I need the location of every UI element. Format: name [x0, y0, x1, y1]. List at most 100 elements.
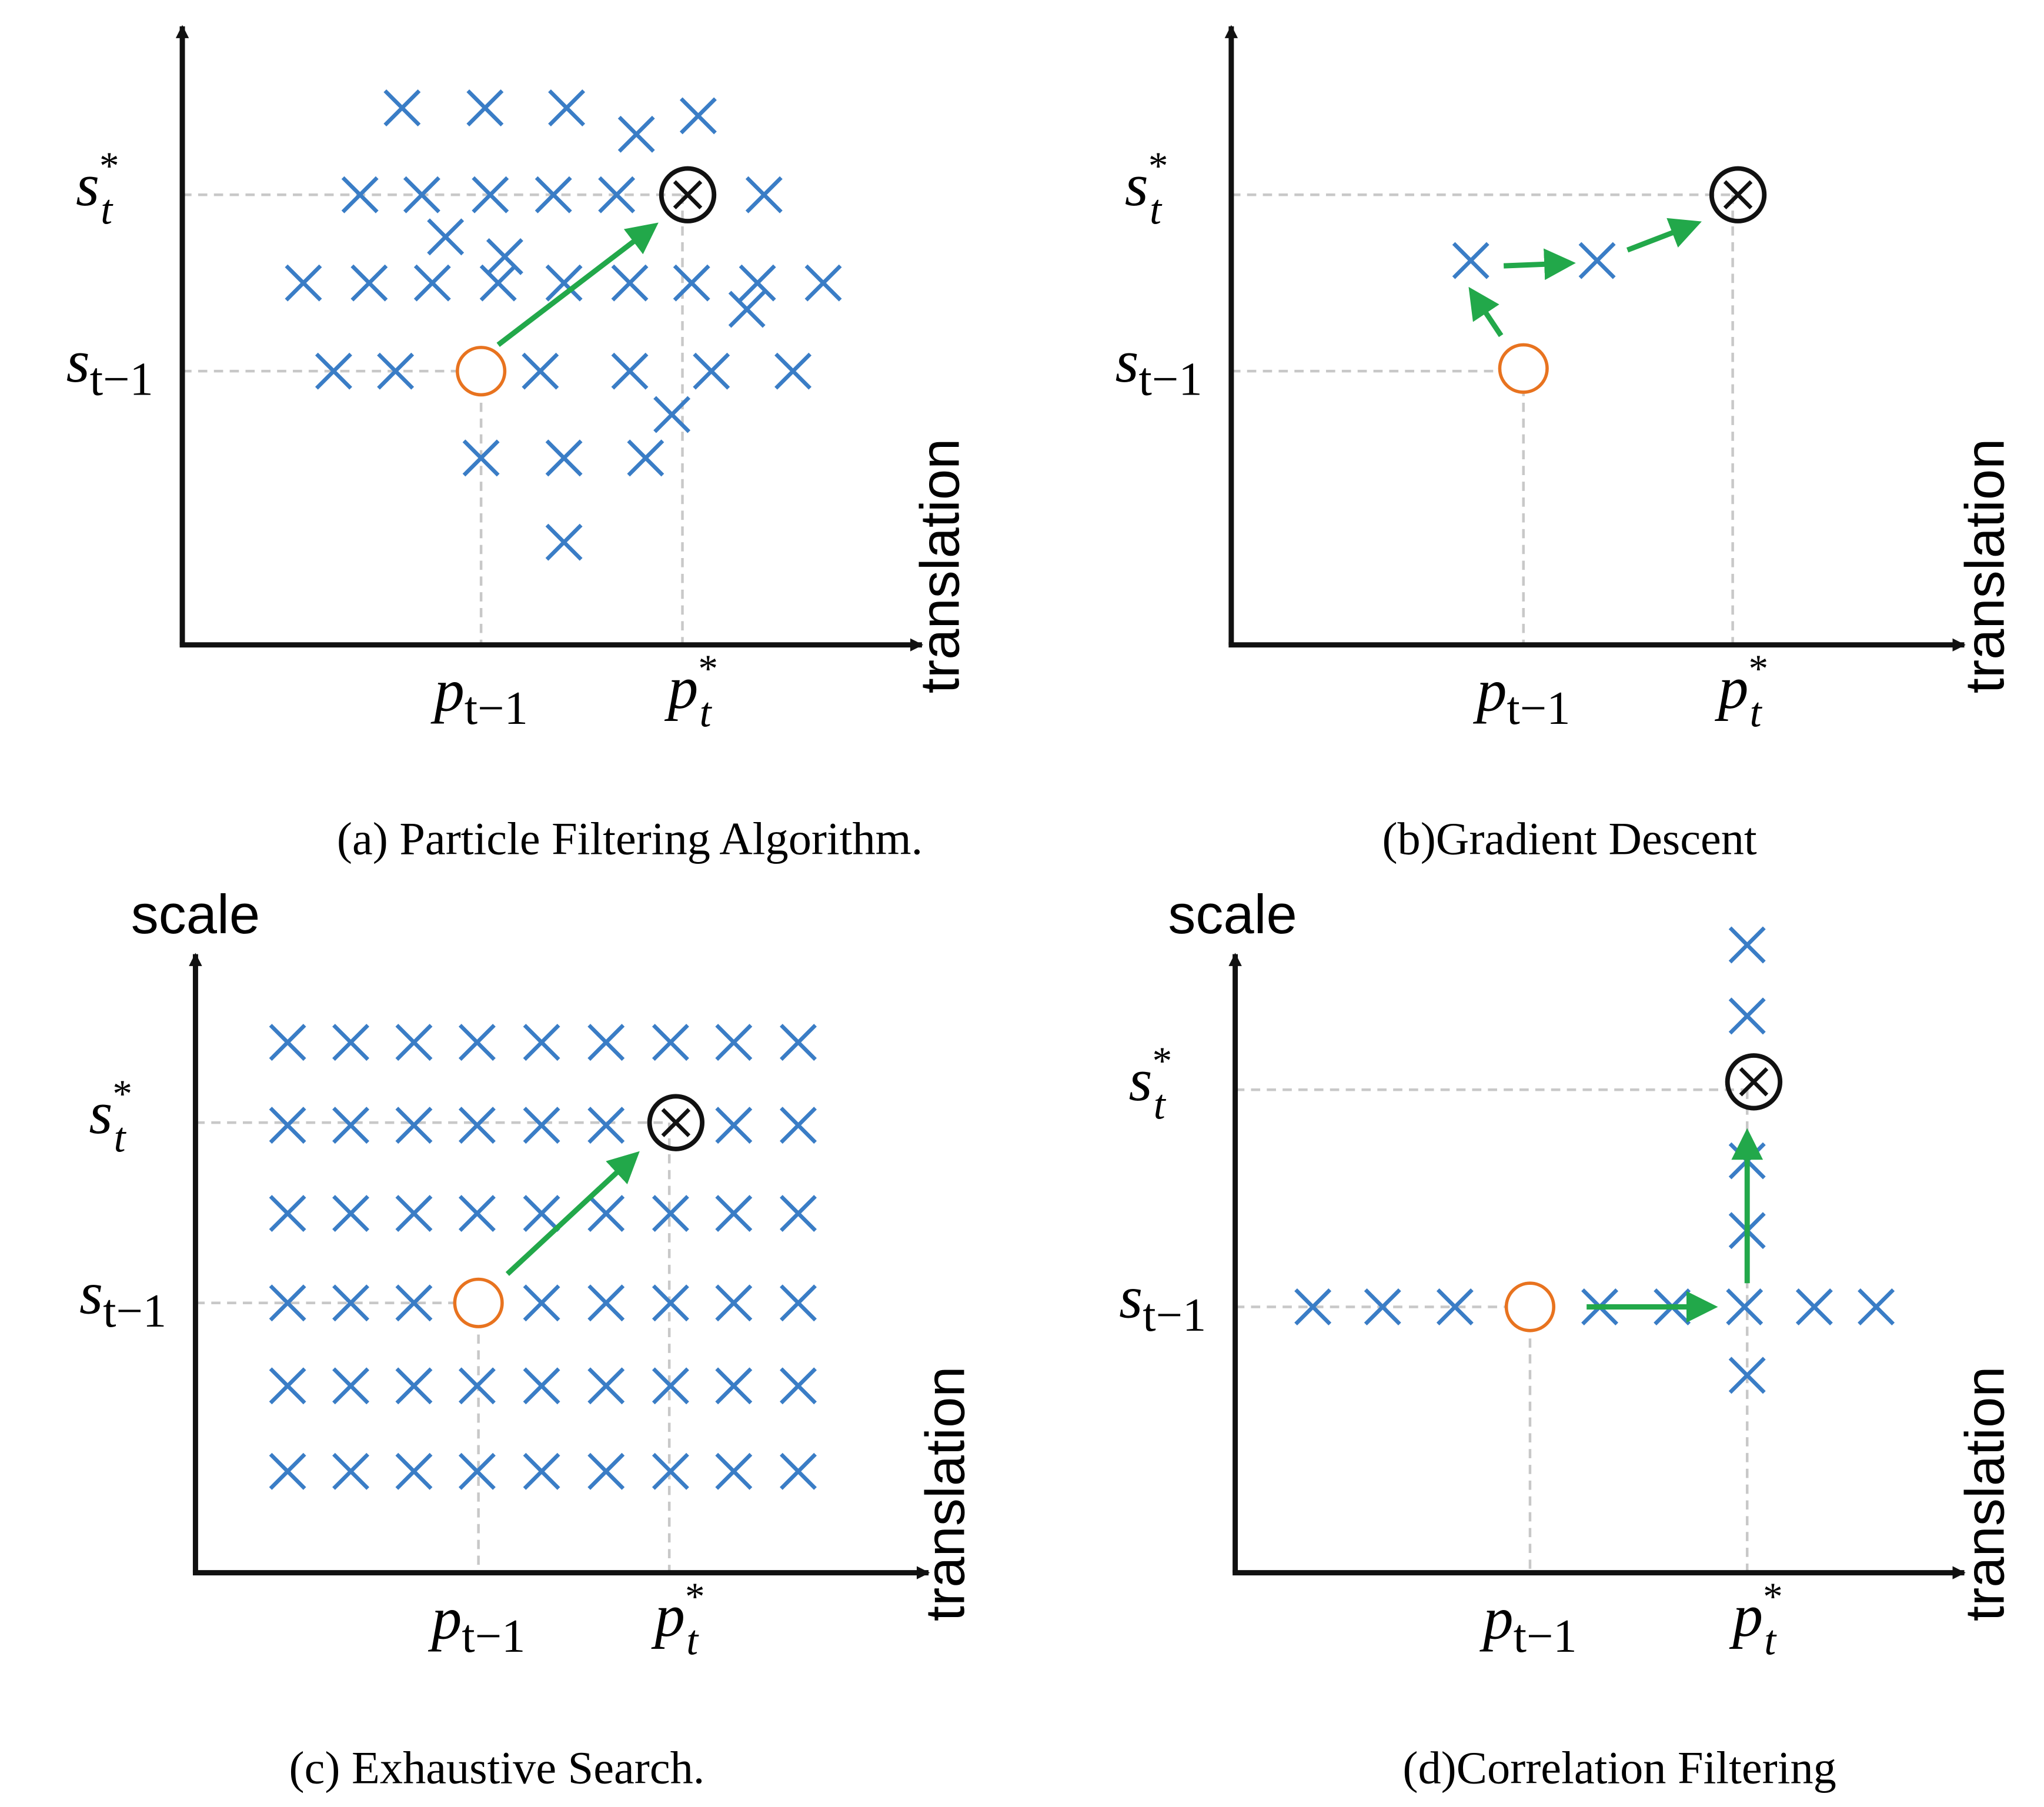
math-sub: t — [101, 186, 113, 233]
candidate — [332, 1024, 370, 1061]
candidate — [269, 1024, 306, 1061]
math-label: st−1 — [1119, 1264, 1206, 1341]
candidate — [715, 1284, 753, 1322]
math-label: st−1 — [1115, 328, 1202, 405]
step-arrow — [1503, 248, 1576, 280]
math-sub: t−1 — [90, 353, 153, 405]
candidate — [652, 1024, 689, 1061]
candidate — [269, 1367, 306, 1405]
math-sub: t — [114, 1114, 127, 1161]
math-label: pt−1 — [1479, 1585, 1577, 1662]
math-base: s — [79, 1260, 103, 1327]
candidate — [523, 1195, 560, 1232]
candidate — [598, 176, 636, 213]
candidate — [548, 89, 586, 126]
candidate — [545, 264, 583, 302]
math-label: s* t — [89, 1071, 132, 1161]
previous-state — [453, 1277, 504, 1328]
candidate — [341, 176, 379, 213]
math-sup: * — [99, 143, 119, 188]
math-base: p — [664, 654, 698, 722]
candidate — [332, 1284, 370, 1322]
candidate — [1728, 1357, 1766, 1394]
optimum-cross — [673, 180, 703, 210]
candidate — [780, 1452, 817, 1490]
candidate — [611, 352, 649, 390]
candidate — [395, 1284, 433, 1322]
candidate — [486, 238, 523, 275]
candidate — [1728, 997, 1766, 1035]
math-sup: * — [1148, 143, 1168, 188]
candidate — [587, 1367, 625, 1405]
optimum — [659, 166, 717, 223]
candidate — [1728, 926, 1766, 964]
math-label: pt−1 — [430, 657, 528, 734]
step-arrow — [1626, 218, 1702, 253]
candidate — [1436, 1288, 1474, 1325]
candidate — [522, 352, 559, 390]
math-label: p* t — [1714, 646, 1768, 736]
candidate — [1364, 1288, 1401, 1325]
caption: (b)Gradient Descent — [1382, 813, 1756, 864]
candidate — [1578, 242, 1616, 279]
candidate — [715, 1024, 753, 1061]
candidate — [804, 264, 842, 302]
x-axis-label: translation — [1954, 439, 2016, 694]
math-sub: t−1 — [1514, 1610, 1577, 1662]
math-base: p — [430, 657, 464, 724]
candidate — [458, 1452, 496, 1490]
math-base: p — [651, 1582, 685, 1649]
candidate — [652, 1452, 689, 1490]
candidate — [395, 1367, 433, 1405]
math-label: s* t — [76, 143, 119, 233]
candidate — [462, 439, 500, 477]
candidate — [479, 264, 517, 302]
candidate — [587, 1024, 625, 1061]
candidate — [269, 1195, 306, 1232]
math-base: s — [1125, 152, 1148, 219]
candidate — [315, 352, 352, 390]
candidate — [587, 1107, 625, 1144]
candidate — [395, 1452, 433, 1490]
optimum — [1709, 166, 1767, 223]
candidate — [611, 264, 649, 302]
optimum — [1725, 1053, 1783, 1111]
candidate — [617, 115, 655, 153]
candidate — [587, 1195, 625, 1232]
math-label: pt−1 — [427, 1585, 526, 1662]
candidate — [652, 1195, 689, 1232]
candidate — [377, 352, 415, 390]
optimum-cross — [1723, 180, 1753, 210]
candidate — [523, 1024, 560, 1061]
candidate — [1795, 1288, 1833, 1325]
candidate — [545, 523, 583, 561]
math-sup: * — [112, 1071, 132, 1115]
math-label: p* t — [664, 646, 718, 736]
candidate — [523, 1367, 560, 1405]
candidate — [627, 439, 664, 477]
candidate — [780, 1195, 817, 1232]
candidate — [350, 264, 388, 302]
math-sub: t — [1154, 1081, 1167, 1128]
math-sup: * — [698, 646, 718, 690]
candidate — [285, 264, 322, 302]
x-axis-label: translation — [1954, 1366, 2016, 1621]
candidate — [395, 1024, 433, 1061]
candidate — [383, 89, 421, 126]
candidate — [332, 1367, 370, 1405]
math-sub: t — [1764, 1617, 1777, 1664]
math-base: s — [1119, 1264, 1143, 1331]
math-label: pt−1 — [1472, 657, 1571, 734]
math-sub: t−1 — [462, 1610, 525, 1662]
candidate — [780, 1107, 817, 1144]
math-sub: t−1 — [1143, 1289, 1206, 1341]
math-label: s* t — [1129, 1038, 1173, 1128]
candidate — [523, 1107, 560, 1144]
candidate — [269, 1452, 306, 1490]
candidate — [458, 1024, 496, 1061]
candidate — [673, 264, 710, 302]
previous-state — [1498, 343, 1549, 394]
math-sup: * — [1153, 1038, 1173, 1083]
math-sub: t−1 — [1507, 682, 1570, 734]
